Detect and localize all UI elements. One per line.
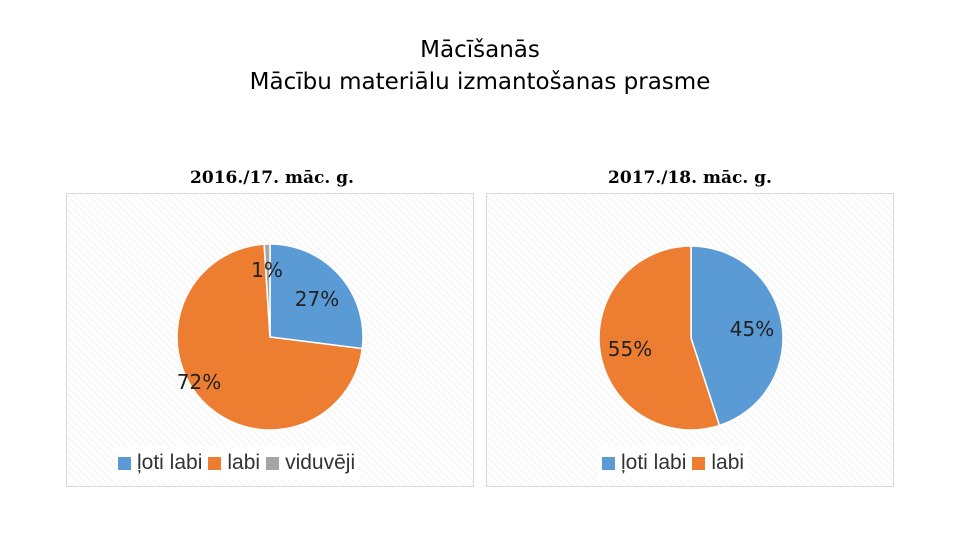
- chart-1-frame: 27% 72% 1%: [66, 193, 474, 487]
- legend-swatch-loti-labi: [602, 456, 615, 470]
- chart-1-pie: 27% 72% 1%: [176, 243, 364, 431]
- legend-item-loti-labi: ļoti labi: [118, 451, 202, 475]
- data-label-viduveji: 1%: [251, 258, 283, 282]
- legend-label: labi: [711, 451, 745, 474]
- chart-2-title: 2017./18. māc. g.: [608, 168, 772, 188]
- chart-2-legend: ļoti labi labi: [598, 446, 749, 480]
- legend-label: ļoti labi: [137, 451, 203, 474]
- legend-item-labi: labi: [208, 451, 260, 475]
- legend-swatch-labi: [208, 456, 222, 470]
- pie-slice-labi: [598, 245, 721, 431]
- data-label-labi: 72%: [177, 370, 221, 394]
- data-label-loti-labi: 27%: [295, 287, 339, 311]
- legend-swatch-loti-labi: [118, 456, 131, 470]
- pie-slice-loti-labi: [269, 243, 364, 350]
- legend-item-loti-labi: ļoti labi: [602, 451, 686, 475]
- pie-slice-viduveji: [263, 243, 271, 338]
- legend-swatch-viduveji: [266, 456, 280, 470]
- chart-2-frame: 45% 55%: [486, 193, 894, 487]
- title-line-1: Mācīšanās: [420, 37, 540, 63]
- pie-slice-labi: [176, 243, 364, 431]
- data-label-labi: 55%: [608, 337, 652, 361]
- slide-title: Mācīšanās Mācību materiālu izmantošanas …: [0, 34, 960, 98]
- chart-2-pie: 45% 55%: [598, 245, 784, 431]
- data-label-loti-labi: 45%: [730, 317, 774, 341]
- chart-1-legend: ļoti labi labi viduvēji: [114, 446, 360, 480]
- chart-1-title: 2016./17. māc. g.: [190, 168, 354, 188]
- legend-label: viduvēji: [285, 451, 356, 474]
- legend-label: labi: [227, 451, 261, 474]
- legend-item-viduveji: viduvēji: [266, 451, 355, 475]
- title-line-2: Mācību materiālu izmantošanas prasme: [249, 69, 711, 95]
- pie-slice-loti-labi: [690, 245, 784, 427]
- legend-swatch-labi: [692, 456, 706, 470]
- legend-label: ļoti labi: [621, 451, 687, 474]
- legend-item-labi: labi: [692, 451, 744, 475]
